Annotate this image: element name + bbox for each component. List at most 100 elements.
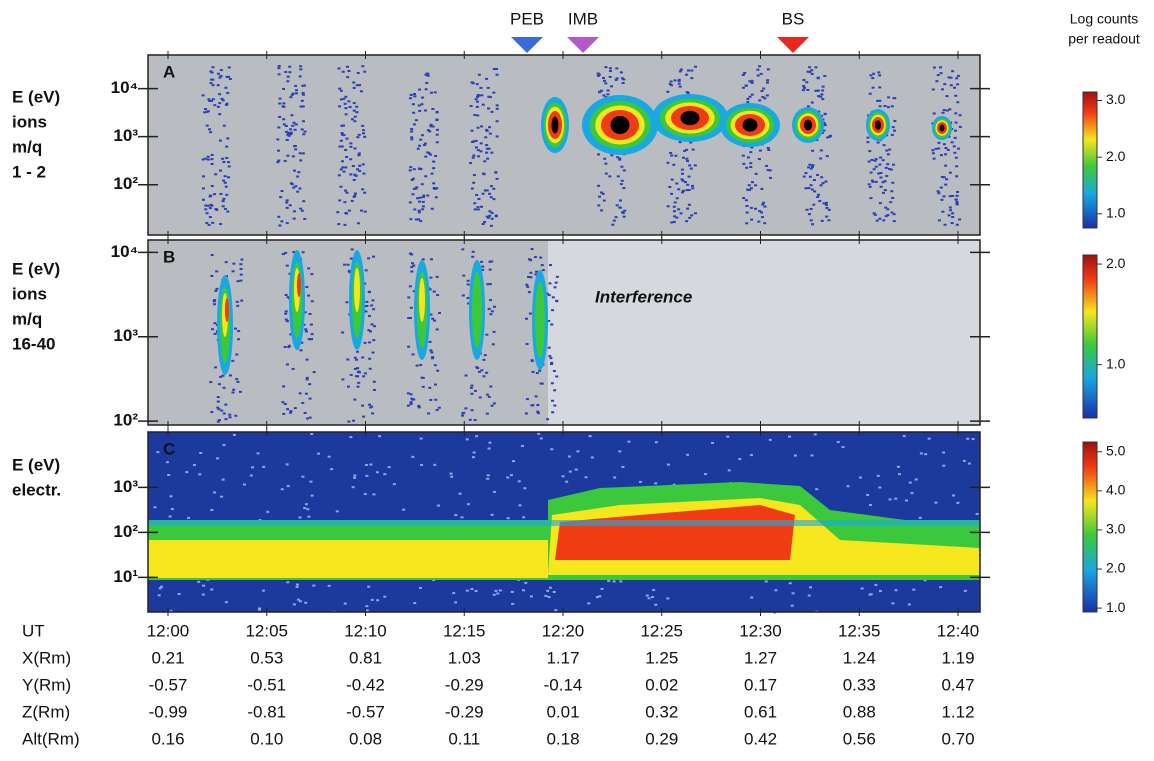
spectrum-speck [305, 376, 309, 379]
spectrum-speck [434, 383, 438, 386]
spectrum-speck [754, 184, 758, 187]
spectrum-speck [218, 102, 222, 105]
spectrum-speck [956, 74, 960, 77]
spectrum-speck [823, 122, 827, 125]
x-label: UT [22, 621, 45, 640]
spectrum-speck [954, 129, 958, 132]
spectrum-speck [874, 158, 878, 161]
spectrum-speck [677, 188, 681, 191]
spectrum-speck [197, 580, 201, 583]
row-value: -0.81 [247, 702, 286, 721]
spectrum-speck [768, 176, 772, 179]
spectrum-speck [435, 408, 439, 411]
spectrum-speck [876, 99, 880, 102]
spectrum-speck [429, 398, 433, 401]
spectrum-speck [330, 468, 334, 471]
spectrum-speck [551, 399, 555, 402]
spectrum-speck [352, 102, 356, 105]
spectrum-speck [286, 485, 290, 488]
spectrum-speck [433, 91, 437, 94]
spectrum-speck [282, 87, 286, 90]
spectrum-speck [362, 172, 366, 175]
spectrum-speck [213, 299, 217, 302]
spectrum-speck [224, 403, 228, 406]
spectrum-speck [955, 77, 959, 80]
spectrum-speck [461, 248, 465, 251]
spectrum-speck [547, 596, 551, 599]
spectrum-speck [359, 209, 363, 212]
spectrum-speck [302, 200, 306, 203]
spectrum-speck [622, 169, 626, 172]
spectrum-speck [433, 463, 437, 466]
spectrum-speck [476, 126, 480, 129]
spectrum-speck [958, 218, 962, 221]
spectrum-speck [687, 189, 691, 192]
spectrum-speck [487, 147, 491, 150]
spectrum-speck [280, 488, 284, 491]
spectrum-speck [804, 172, 808, 175]
spectrum-speck [430, 207, 434, 210]
spectrum-speck [473, 113, 477, 116]
spectrum-speck [823, 113, 827, 116]
spectrum-speck [276, 138, 280, 141]
spectrum-speck [228, 413, 232, 416]
spectrum-speck [340, 132, 344, 135]
spectrum-speck [808, 163, 812, 166]
spectrum-speck [672, 483, 676, 486]
spectrum-speck [489, 313, 493, 316]
spectrum-speck [483, 189, 487, 192]
spectrum-speck [304, 330, 308, 333]
spectrum-speck [686, 207, 690, 210]
spectrum-speck [820, 176, 824, 179]
spectrum-speck [882, 219, 886, 222]
spectrum-speck [756, 74, 760, 77]
spectrum-speck [349, 145, 353, 148]
spectrum-speck [436, 504, 440, 507]
spectrum-speck [919, 452, 923, 455]
spectrum-speck [301, 401, 305, 404]
spectrum-speck [153, 506, 157, 509]
spectrum-speck [487, 216, 491, 219]
spectrum-speck [277, 126, 281, 129]
spectrum-speck [362, 129, 366, 132]
spectrum-speck [726, 435, 730, 438]
spectrum-speck [352, 195, 356, 198]
spectrum-speck [283, 160, 287, 163]
spectrum-speck [235, 300, 239, 303]
spectrum-speck [256, 452, 260, 455]
spectrum-speck [361, 356, 365, 359]
spectrum-speck [347, 420, 351, 423]
spectrum-speck [486, 283, 490, 286]
row-value: 0.33 [843, 675, 876, 694]
spectrum-speck [472, 174, 476, 177]
spectrum-speck [683, 181, 687, 184]
spectrum-speck [369, 463, 373, 466]
spectrum-speck [221, 478, 225, 481]
spectrum-speck [303, 411, 307, 414]
spectrum-speck [869, 197, 873, 200]
spectrum-speck [939, 72, 943, 75]
spectrum-speck [355, 358, 359, 361]
spectrum-speck [524, 412, 528, 415]
spectrum-speck [888, 148, 892, 151]
spectrum-speck [349, 142, 353, 145]
y-tick-label: 10⁴ [111, 78, 138, 97]
spectrum-speck [483, 221, 487, 224]
spectrum-speck [540, 264, 544, 267]
spectrum-speck [690, 214, 694, 217]
spectrum-speck [211, 78, 215, 81]
spectrum-speck [227, 66, 231, 69]
spectrum-speck [654, 482, 658, 485]
spectrum-speck [431, 317, 435, 320]
spectrum-speck [765, 94, 769, 97]
spectrum-speck [305, 417, 309, 420]
spectrum-speck [361, 188, 365, 191]
spectrum-speck [884, 206, 888, 209]
spectrum-speck [745, 166, 749, 169]
spectrum-speck [298, 152, 302, 155]
spectrum-speck [491, 343, 495, 346]
spectrum-speck [677, 208, 681, 211]
spectrum-speck [600, 89, 604, 92]
spectrum-speck [343, 263, 347, 266]
spectrum-speck [409, 401, 413, 404]
